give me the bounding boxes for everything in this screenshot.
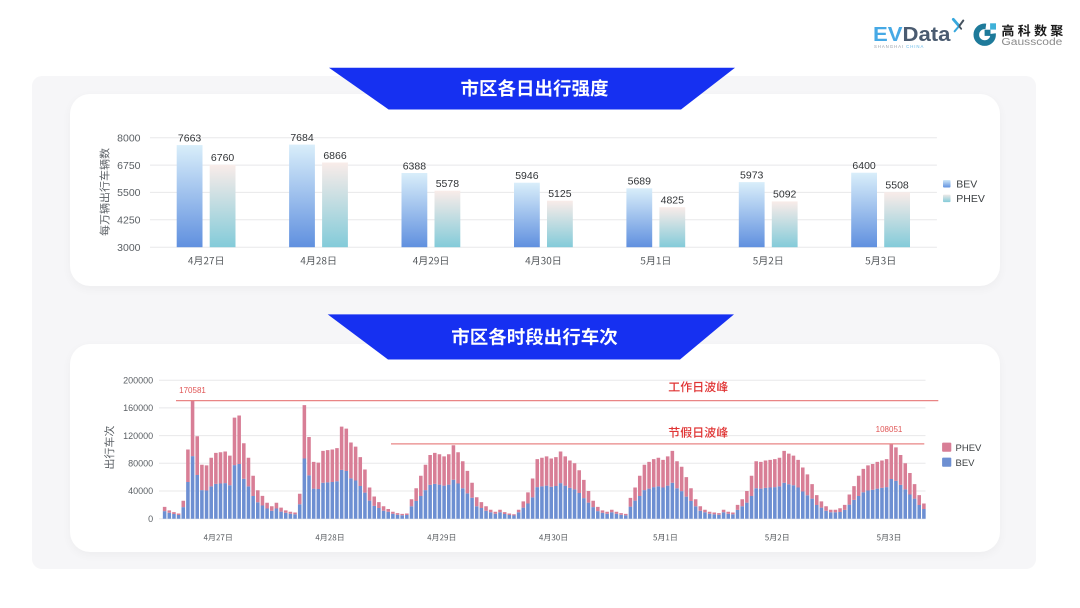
svg-text:5092: 5092 [773,189,797,201]
svg-text:5973: 5973 [740,169,764,181]
svg-text:SHANGHAI CHINA: SHANGHAI CHINA [874,44,924,49]
svg-text:120000: 120000 [123,431,153,441]
svg-text:4250: 4250 [117,215,141,227]
svg-text:BEV: BEV [956,458,976,469]
svg-text:PHEV: PHEV [956,193,985,205]
svg-text:3000: 3000 [117,242,141,254]
svg-text:5500: 5500 [117,187,141,199]
svg-text:Gausscode: Gausscode [1001,37,1063,48]
svg-text:200000: 200000 [123,375,153,385]
svg-text:6866: 6866 [323,150,347,162]
svg-text:6388: 6388 [403,160,427,172]
svg-text:170581: 170581 [179,386,206,395]
svg-text:7663: 7663 [178,132,202,144]
svg-text:5946: 5946 [515,170,539,182]
svg-text:6750: 6750 [117,160,141,172]
svg-text:108051: 108051 [876,425,903,434]
svg-text:0: 0 [148,514,153,524]
svg-text:BEV: BEV [956,178,977,190]
svg-text:8000: 8000 [117,132,141,144]
svg-text:160000: 160000 [123,403,153,413]
svg-text:5508: 5508 [885,180,909,192]
svg-text:4825: 4825 [661,195,685,207]
svg-text:6400: 6400 [852,160,876,172]
svg-text:80000: 80000 [128,459,153,469]
svg-text:7684: 7684 [290,132,314,144]
svg-text:5125: 5125 [548,188,572,200]
svg-text:PHEV: PHEV [956,443,983,454]
svg-text:40000: 40000 [128,486,153,496]
svg-text:6760: 6760 [211,152,235,164]
svg-text:5689: 5689 [628,176,652,188]
svg-text:5578: 5578 [436,178,460,190]
